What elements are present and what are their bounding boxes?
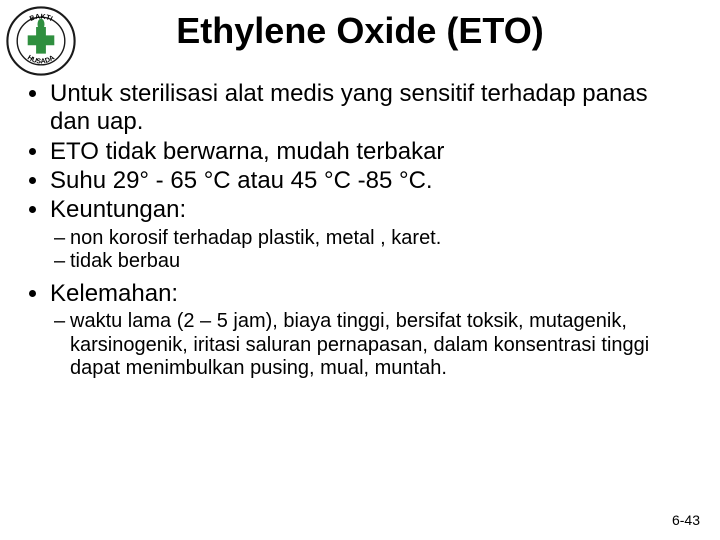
sub-bullet-item: tidak berbau: [70, 250, 692, 274]
slide-title: Ethylene Oxide (ETO): [0, 10, 720, 52]
sub-bullet-item: waktu lama (2 – 5 jam), biaya tinggi, be…: [70, 310, 692, 381]
bullet-list: Untuk sterilisasi alat medis yang sensit…: [28, 80, 692, 381]
bullet-item: Suhu 29° - 65 °C atau 45 °C -85 °C.: [50, 167, 692, 195]
bullet-item: ETO tidak berwarna, mudah terbakar: [50, 138, 692, 166]
bullet-item: Untuk sterilisasi alat medis yang sensit…: [50, 80, 692, 137]
sub-bullet-item: non korosif terhadap plastik, metal , ka…: [70, 227, 692, 251]
page-number: 6-43: [672, 512, 700, 528]
bullet-label: Keuntungan:: [50, 196, 186, 223]
bullet-label: Kelemahan:: [50, 280, 178, 307]
bullet-item: Keuntungan: non korosif terhadap plastik…: [50, 196, 692, 274]
sub-bullet-list: waktu lama (2 – 5 jam), biaya tinggi, be…: [50, 310, 692, 381]
sub-bullet-list: non korosif terhadap plastik, metal , ka…: [50, 227, 692, 274]
bullet-item: Kelemahan: waktu lama (2 – 5 jam), biaya…: [50, 280, 692, 381]
slide-content: Untuk sterilisasi alat medis yang sensit…: [28, 80, 692, 387]
